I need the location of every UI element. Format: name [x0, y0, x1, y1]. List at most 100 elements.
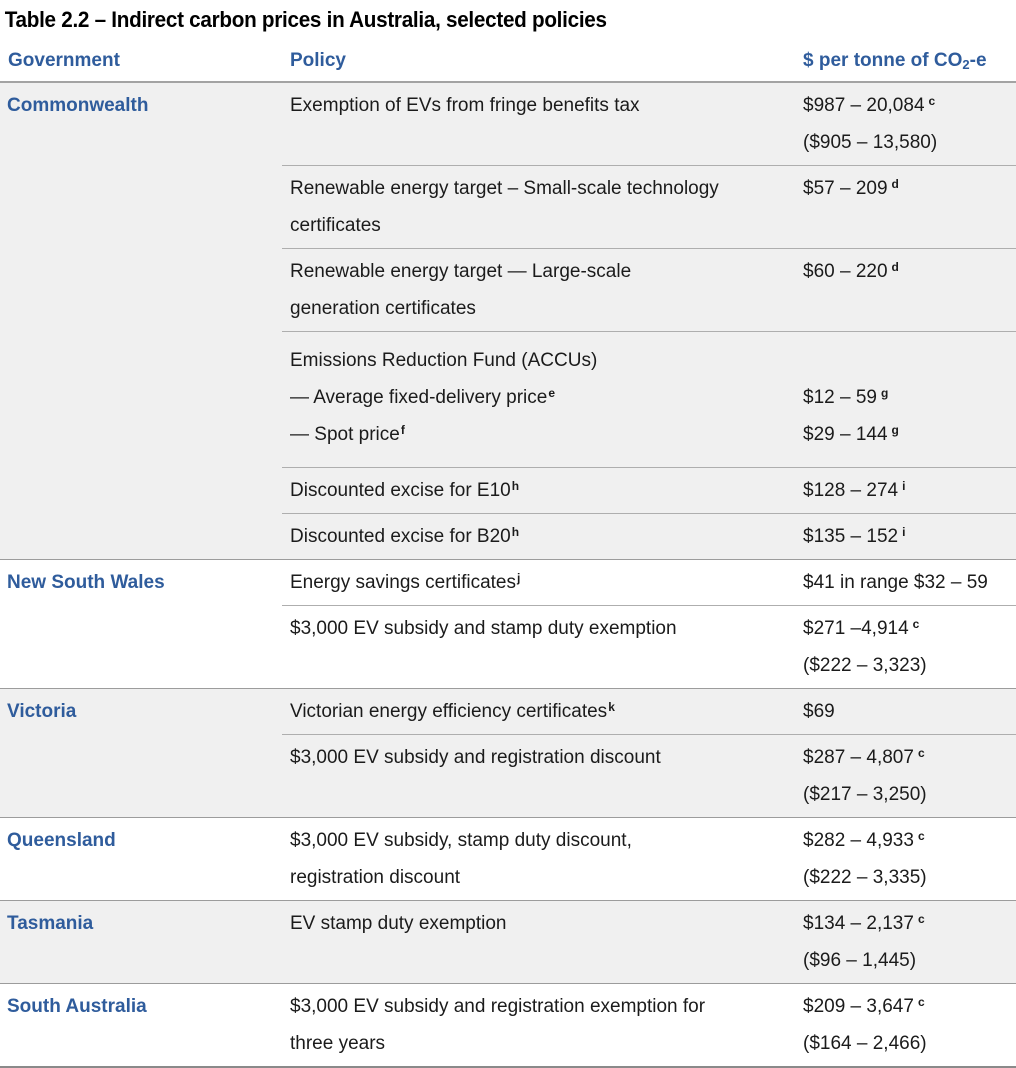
policy-cell: Energy savings certificatesj — [282, 564, 800, 601]
policy-rows: $3,000 EV subsidy and registration exemp… — [282, 984, 1016, 1066]
price-cell: $29 – 144 g — [800, 416, 1016, 453]
policy-footnote-marker: j — [517, 571, 521, 585]
government-cell: Tasmania — [0, 901, 282, 983]
price-cell: $287 – 4,807 c — [800, 739, 1016, 776]
policy-footnote-marker: h — [511, 479, 520, 493]
government-name: Queensland — [7, 830, 116, 851]
government-name: New South Wales — [7, 572, 165, 593]
policy-row: $3,000 EV subsidy, stamp duty discount, … — [282, 818, 1016, 900]
table-line: ($217 – 3,250) — [282, 776, 1016, 813]
policy-text: Victorian energy efficiency certificates — [290, 701, 608, 722]
policy-cell — [282, 124, 800, 161]
price-text: $128 – 274 — [803, 480, 899, 501]
policy-row: Discounted excise for B20h $135 – 152 i — [282, 513, 1016, 559]
price-cell: $69 — [800, 693, 1016, 730]
policy-text: Renewable energy target – Small-scale te… — [290, 178, 719, 199]
price-text: ($96 – 1,445) — [803, 950, 917, 971]
policy-rows: EV stamp duty exemption $134 – 2,137 c ($… — [282, 901, 1016, 983]
policy-cell — [282, 942, 800, 979]
government-cell: New South Wales — [0, 560, 282, 688]
policy-cell: — Average fixed-delivery pricee — [282, 379, 800, 416]
policy-row: EV stamp duty exemption $134 – 2,137 c ($… — [282, 901, 1016, 983]
policy-text: certificates — [290, 215, 381, 236]
policy-text: — Average fixed-delivery price — [290, 387, 548, 408]
price-cell — [800, 207, 1016, 244]
table-line: $3,000 EV subsidy and stamp duty exempti… — [282, 610, 1016, 647]
price-cell: ($222 – 3,323) — [800, 647, 1016, 684]
price-text: $69 — [803, 701, 835, 722]
table-line: Emissions Reduction Fund (ACCUs) — [282, 342, 1016, 379]
government-cell: Victoria — [0, 689, 282, 817]
policy-cell: registration discount — [282, 859, 800, 896]
policy-text: $3,000 EV subsidy, stamp duty discount, — [290, 830, 632, 851]
policy-rows: Exemption of EVs from fringe benefits ta… — [282, 83, 1016, 559]
price-footnote-marker: g — [880, 386, 889, 400]
table-line: Victorian energy efficiency certificates… — [282, 693, 1016, 730]
table-line: ($905 – 13,580) — [282, 124, 1016, 161]
policy-cell: generation certificates — [282, 290, 800, 327]
government-name: South Australia — [7, 996, 147, 1017]
price-text: $282 – 4,933 — [803, 830, 914, 851]
government-section: Commonwealth Exemption of EVs from fring… — [0, 83, 1016, 559]
table-line: ($222 – 3,323) — [282, 647, 1016, 684]
government-cell: South Australia — [0, 984, 282, 1066]
table-header-row: Government Policy $ per tonne of CO2-e — [0, 50, 1016, 83]
price-footnote-marker: c — [917, 746, 925, 760]
policy-cell — [282, 647, 800, 684]
policy-cell: $3,000 EV subsidy and registration disco… — [282, 739, 800, 776]
policy-text: Discounted excise for E10 — [290, 480, 511, 501]
policy-footnote-marker: f — [400, 423, 405, 437]
policy-cell: EV stamp duty exemption — [282, 905, 800, 942]
price-text: $287 – 4,807 — [803, 747, 914, 768]
policy-text: Exemption of EVs from fringe benefits ta… — [290, 95, 640, 116]
policy-cell: three years — [282, 1025, 800, 1062]
price-text: $987 – 20,084 — [803, 95, 925, 116]
price-cell: $987 – 20,084 c — [800, 87, 1016, 124]
policy-text: Energy savings certificates — [290, 572, 516, 593]
policy-text: Emissions Reduction Fund (ACCUs) — [290, 350, 598, 371]
policy-cell: $3,000 EV subsidy and registration exemp… — [282, 988, 800, 1025]
price-cell — [800, 290, 1016, 327]
price-footnote-marker: d — [891, 177, 899, 191]
table-line: Discounted excise for B20h $135 – 152 i — [282, 518, 1016, 555]
price-text: $29 – 144 — [803, 424, 888, 445]
policy-text: $3,000 EV subsidy and stamp duty exempti… — [290, 618, 677, 639]
price-cell: $128 – 274 i — [800, 472, 1016, 509]
price-cell: $41 in range $32 – 59 — [800, 564, 1016, 601]
policy-row: Discounted excise for E10h $128 – 274 i — [282, 467, 1016, 513]
price-footnote-marker: d — [891, 260, 899, 274]
government-cell: Queensland — [0, 818, 282, 900]
policy-row: Victorian energy efficiency certificates… — [282, 689, 1016, 734]
price-text: ($217 – 3,250) — [803, 784, 927, 805]
government-name: Victoria — [7, 701, 77, 722]
price-cell: ($222 – 3,335) — [800, 859, 1016, 896]
co2-subscript: 2 — [962, 57, 970, 72]
policy-footnote-marker: k — [608, 700, 615, 714]
price-footnote-marker: i — [902, 525, 906, 539]
price-text: $41 in range $32 – 59 — [803, 572, 988, 593]
price-cell: $60 – 220 d — [800, 253, 1016, 290]
policy-text: registration discount — [290, 867, 461, 888]
policy-cell: $3,000 EV subsidy and stamp duty exempti… — [282, 610, 800, 647]
policy-cell — [282, 776, 800, 813]
table-title: Table 2.2 – Indirect carbon prices in Au… — [4, 7, 607, 32]
price-cell — [800, 342, 1016, 379]
policy-cell: — Spot pricef — [282, 416, 800, 453]
price-cell: $271 –4,914 c — [800, 610, 1016, 647]
table-line: — Average fixed-delivery pricee $12 – 59… — [282, 379, 1016, 416]
government-section: South Australia $3,000 EV subsidy and re… — [0, 983, 1016, 1066]
government-section: New South Wales Energy savings certifica… — [0, 559, 1016, 688]
column-header-policy: Policy — [290, 50, 346, 71]
price-text: $12 – 59 — [803, 387, 877, 408]
column-header-government: Government — [8, 50, 120, 71]
policy-footnote-marker: e — [548, 386, 556, 400]
price-cell: $57 – 209 d — [800, 170, 1016, 207]
price-text: ($222 – 3,323) — [803, 655, 927, 676]
table-line: $3,000 EV subsidy and registration disco… — [282, 739, 1016, 776]
price-text: $60 – 220 — [803, 261, 888, 282]
policy-text: $3,000 EV subsidy and registration disco… — [290, 747, 661, 768]
policy-cell: Victorian energy efficiency certificates… — [282, 693, 800, 730]
government-section: Victoria Victorian energy efficiency cer… — [0, 688, 1016, 817]
policy-cell: certificates — [282, 207, 800, 244]
price-text: $135 – 152 — [803, 526, 899, 547]
